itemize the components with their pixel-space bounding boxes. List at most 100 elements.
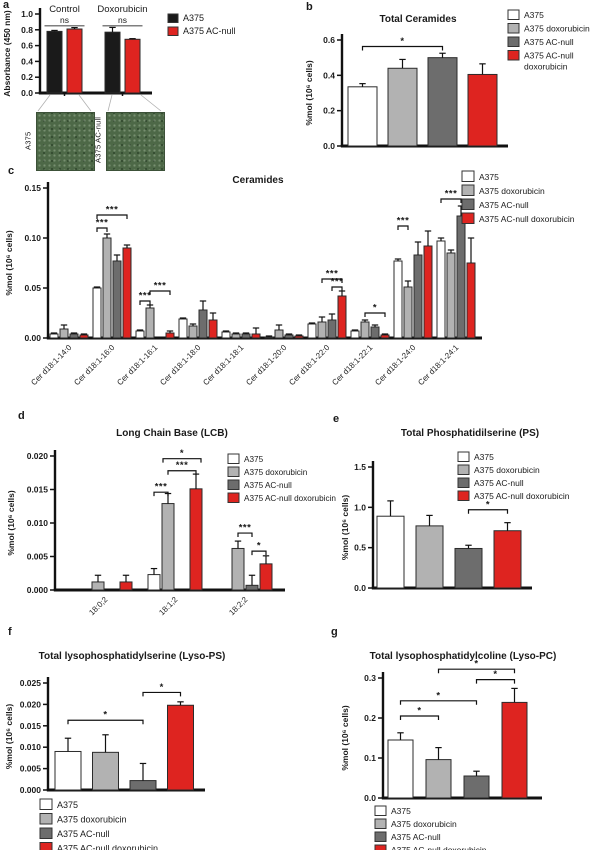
sig-bracket xyxy=(251,550,267,556)
legend-swatch xyxy=(461,170,475,182)
panel-e: Total Phosphatidilserine (PS) %mol (10⁶ c… xyxy=(330,410,603,625)
group-label: Control xyxy=(49,4,80,15)
y-tick-label: 0.15 xyxy=(24,183,41,193)
legend-label: A375 doxorubicin xyxy=(524,24,590,34)
bar xyxy=(259,563,273,591)
y-tick-label: 0.000 xyxy=(27,585,49,595)
bar xyxy=(167,704,194,791)
y-tick-label: 0.2 xyxy=(21,72,33,82)
panel-f: Total lysophosphatidylserine (Lyso-PS) %m… xyxy=(0,625,300,850)
y-tick-label: 0.015 xyxy=(27,485,49,495)
sig-label: * xyxy=(400,36,404,47)
bar xyxy=(403,286,413,339)
bar xyxy=(245,584,259,591)
legend-swatch xyxy=(227,453,240,464)
legend-swatch xyxy=(461,184,475,196)
panel-label-g: g xyxy=(331,626,338,638)
bar xyxy=(327,319,337,339)
legend-label: A375 AC-null doxorubicin xyxy=(244,494,336,503)
bar xyxy=(251,333,261,339)
ns-label: ns xyxy=(60,15,69,25)
panel-label-d: d xyxy=(18,410,25,422)
bar xyxy=(337,295,347,339)
bar xyxy=(501,701,528,799)
legend-label: A375 AC-null xyxy=(57,829,110,839)
leader-line xyxy=(107,94,113,112)
bar xyxy=(456,215,466,339)
sig-label: * xyxy=(474,659,478,670)
bar xyxy=(231,547,245,591)
y-tick-label: 0.025 xyxy=(20,678,42,688)
legend-label: A375 xyxy=(183,13,204,23)
legend-label: A375 AC-null xyxy=(244,481,292,490)
sig-bracket xyxy=(321,278,343,283)
sig-label: *** xyxy=(176,460,189,471)
bar xyxy=(122,247,132,339)
legend-label: A375 doxorubicin xyxy=(479,186,545,196)
sig-bracket xyxy=(440,198,462,203)
ceramide-species-bar-chart: Ceramides %mol (10⁶ cells) 0.00 0.05 0.10 0.1… xyxy=(4,170,575,387)
panel-label-f: f xyxy=(8,626,12,638)
sig-bracket xyxy=(162,458,202,463)
total-ceramides-bar-chart: Total Ceramides %mol (10⁶ cells) 0.0 0.2 0.4… xyxy=(304,9,590,151)
sig-label: *** xyxy=(96,218,109,229)
leader-line xyxy=(37,94,51,112)
sig-bracket xyxy=(67,719,144,725)
viability-bar-chart: Absorbance (450 nm) 0.0 0.2 0.4 0.6 0.8 1.0 Con… xyxy=(2,4,236,112)
panel-label-a: a xyxy=(3,0,10,11)
bar xyxy=(112,260,122,339)
y-tick-label: 0.020 xyxy=(27,451,49,461)
microscopy-label-a375-ac-null: A375 AC-null xyxy=(93,116,103,164)
sig-label: * xyxy=(493,669,497,680)
y-tick-label: 0.0 xyxy=(323,141,335,151)
legend-label: A375 doxorubicin xyxy=(474,465,540,475)
x-tick-label: Cer d18:1-18:1 xyxy=(201,343,245,387)
x-tick-label: Cer d18:1-20:0 xyxy=(244,343,288,387)
bar xyxy=(198,309,208,339)
bar xyxy=(145,307,155,339)
legend-swatch xyxy=(457,490,470,501)
chart-title: Long Chain Base (LCB) xyxy=(116,428,228,439)
legend-swatch xyxy=(461,198,475,210)
sig-bracket xyxy=(364,312,386,317)
legend-swatch xyxy=(374,818,387,829)
x-tick-label: Cer d18:1-24:1 xyxy=(416,343,460,387)
sig-bracket xyxy=(467,509,509,514)
bar xyxy=(380,334,390,339)
y-tick-label: 0.005 xyxy=(27,552,49,562)
x-tick-label: Cer d18:1-22:0 xyxy=(287,343,331,387)
sig-label: *** xyxy=(106,205,119,216)
sig-bracket xyxy=(331,286,343,291)
legend-swatch xyxy=(457,477,470,488)
microscopy-label-a375: A375 xyxy=(23,131,33,150)
bar xyxy=(387,739,414,799)
y-axis-label: %mol (10⁶ cells) xyxy=(4,704,14,769)
y-tick-label: 1.0 xyxy=(21,9,33,19)
microscopy-image-a375-ac-null xyxy=(106,112,165,171)
legend-swatch xyxy=(457,451,470,462)
bar xyxy=(350,330,360,339)
legend-label: A375 xyxy=(524,10,544,20)
panel-b: Total Ceramides %mol (10⁶ cells) 0.0 0.2 0.4… xyxy=(300,0,603,178)
bar xyxy=(124,38,141,94)
bar xyxy=(466,262,476,339)
bar xyxy=(135,330,145,339)
legend-swatch xyxy=(39,827,53,839)
bar xyxy=(307,323,317,339)
y-tick-label: 0.0 xyxy=(364,793,376,803)
sig-label: * xyxy=(486,499,490,510)
y-axis-label: %mol (10⁶ cells) xyxy=(304,60,314,125)
phosphatidylserine-bar-chart: Total Phosphatidilserine (PS) %mol (10⁶ c… xyxy=(340,428,570,593)
sig-bracket xyxy=(399,700,478,705)
bar xyxy=(66,28,83,94)
sig-bracket xyxy=(399,715,440,720)
x-tick-label: Cer d18:1-16:1 xyxy=(115,343,159,387)
y-axis-label: %mol (10⁶ cells) xyxy=(340,495,350,560)
y-tick-label: 0.00 xyxy=(24,333,41,343)
legend-label: A375 AC-null xyxy=(391,832,441,842)
legend-label: A375 AC-null xyxy=(479,200,529,210)
bar xyxy=(46,30,63,94)
bar xyxy=(102,237,112,339)
panel-c: Ceramides %mol (10⁶ cells) 0.00 0.05 0.10 0.1… xyxy=(0,165,603,413)
y-tick-label: 0.5 xyxy=(354,543,366,553)
